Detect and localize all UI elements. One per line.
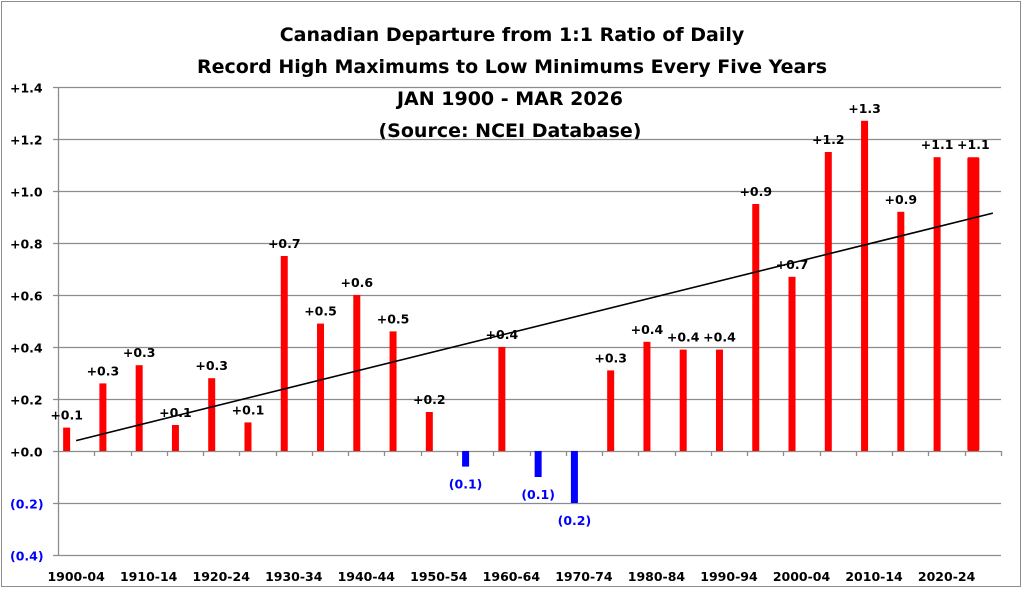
chart-title: Canadian Departure from 1:1 Ratio of Dai… [197, 24, 827, 142]
bar-2015-19 [897, 211, 905, 451]
y-tick-label: +0.2 [10, 393, 43, 408]
data-label: +1.1 [957, 137, 990, 152]
axes [53, 87, 1003, 555]
bar-1945-49 [389, 331, 397, 451]
data-label: +0.9 [739, 184, 772, 199]
title-line-4: (Source: NCEI Database) [379, 120, 642, 142]
x-tick-label: 1970-74 [555, 569, 613, 584]
bar-1955-59 [462, 451, 470, 467]
y-tick-label: +1.4 [10, 81, 43, 96]
data-label: +0.3 [195, 358, 228, 373]
bar-1920-24 [208, 378, 216, 451]
gridlines [53, 86, 1001, 557]
bar-1980-84 [643, 341, 651, 451]
x-tick-label: 1900-04 [47, 569, 105, 584]
y-tick-label: +0.8 [10, 237, 43, 252]
y-tick-label: +1.2 [10, 133, 43, 148]
y-tick-label: +1.0 [10, 185, 43, 200]
bar-1950-54 [425, 412, 433, 451]
data-label: (0.1) [521, 487, 555, 502]
data-label: +0.4 [703, 330, 736, 345]
data-labels: +0.1+0.3+0.3+0.1+0.3+0.1+0.7+0.5+0.6+0.5… [50, 101, 989, 528]
data-label: (0.2) [558, 513, 592, 528]
data-label: +0.3 [123, 345, 156, 360]
x-tick-label: 1910-14 [120, 569, 178, 584]
y-tick-label: +0.0 [10, 445, 43, 460]
data-label: (0.1) [449, 477, 483, 492]
y-tick-label: +0.4 [10, 341, 43, 356]
data-label: +0.5 [304, 304, 337, 319]
bar-1975-79 [607, 370, 615, 451]
bar-1915-19 [171, 425, 179, 451]
x-tick-label: 1920-24 [193, 569, 251, 584]
data-label: +0.4 [486, 327, 519, 342]
y-tick-label: (0.2) [10, 497, 44, 512]
bar-1925-29 [244, 422, 252, 451]
title-line-2: Record High Maximums to Low Minimums Eve… [197, 56, 827, 78]
bar-1965-69 [534, 451, 542, 477]
x-tick-label: 1940-44 [338, 569, 396, 584]
bar-1970-74 [570, 451, 578, 503]
data-label: +1.3 [848, 101, 881, 116]
data-label: +0.7 [776, 257, 809, 272]
bar-1940-44 [353, 295, 361, 451]
bar-1930-34 [280, 256, 288, 451]
x-tick-label: 2010-14 [845, 569, 903, 584]
data-label: +1.1 [921, 137, 954, 152]
x-tick-label: 1950-54 [410, 569, 468, 584]
data-label: +0.6 [340, 275, 373, 290]
bar-1905-09 [99, 383, 107, 451]
title-line-1: Canadian Departure from 1:1 Ratio of Dai… [280, 24, 745, 46]
bar-2005-09 [824, 152, 832, 451]
x-axis-labels: 1900-04 1910-14 1920-24 1930-34 1940-44 1950-… [47, 569, 975, 584]
x-tick-label: 1990-94 [700, 569, 758, 584]
bar-1990-94 [715, 349, 723, 451]
bar-1960-64 [498, 347, 506, 451]
bar-2010-14 [861, 120, 869, 452]
trendline-group [75, 212, 994, 442]
x-tick-label: 2000-04 [773, 569, 831, 584]
data-label: +0.1 [50, 408, 83, 423]
data-label: +0.9 [885, 192, 918, 207]
data-label: +0.4 [631, 322, 664, 337]
bar-1985-89 [679, 349, 687, 451]
bars [63, 120, 980, 503]
data-label: +0.2 [413, 392, 446, 407]
y-tick-label: (0.4) [10, 549, 44, 564]
trendline [75, 212, 994, 442]
data-label: +0.1 [232, 402, 265, 417]
data-label: +0.7 [268, 236, 301, 251]
bar-1995-99 [752, 204, 760, 451]
data-label: +1.2 [812, 132, 845, 147]
bar-1910-14 [135, 365, 143, 451]
x-tick-label: 1930-34 [265, 569, 323, 584]
bar-1935-39 [317, 323, 325, 451]
data-label: +0.3 [594, 350, 627, 365]
x-tick-label: 1960-64 [483, 569, 541, 584]
data-label: +0.1 [159, 405, 192, 420]
bar-2020-24 [933, 157, 941, 451]
y-axis-labels: +1.4 +1.2 +1.0 +0.8 +0.6 +0.4 +0.2 +0.0 (0.2) (0.… [10, 81, 44, 564]
bar-2025-26 [967, 157, 980, 451]
x-tick-label: 1980-84 [628, 569, 686, 584]
x-tick-label: 2020-24 [918, 569, 976, 584]
bar-1900-04 [63, 427, 71, 451]
data-label: +0.4 [667, 330, 700, 345]
y-tick-label: +0.6 [10, 289, 43, 304]
data-label: +0.3 [87, 363, 120, 378]
title-line-3: JAN 1900 - MAR 2026 [395, 88, 623, 110]
data-label: +0.5 [377, 311, 410, 326]
bar-2000-04 [788, 276, 796, 451]
